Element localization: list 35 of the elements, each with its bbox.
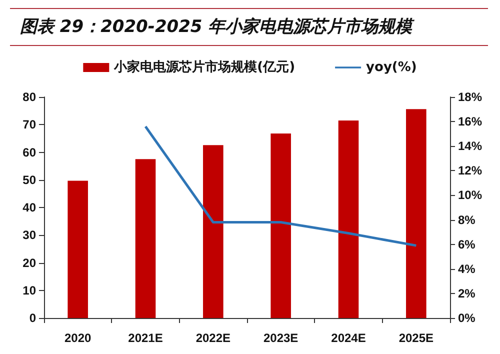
legend-label: yoy(%): [366, 60, 417, 75]
y2-tick-label: 18%: [458, 90, 482, 104]
legend-label: 小家电电源芯片市场规模(亿元): [113, 59, 296, 75]
x-tick-label: 2023E: [263, 331, 298, 345]
y2-tick-label: 4%: [458, 262, 476, 276]
y-tick-label: 70: [22, 118, 36, 132]
bar: [203, 145, 224, 318]
y2-tick-label: 10%: [458, 188, 482, 202]
y-tick-label: 80: [22, 90, 36, 104]
y2-tick-label: 14%: [458, 139, 482, 154]
chart-title: 图表 29：2020-2025 年小家电电源芯片市场规模: [10, 8, 488, 46]
y2-tick-label: 6%: [458, 237, 476, 252]
y2-tick-label: 12%: [458, 164, 482, 178]
y-tick-label: 0: [29, 311, 36, 325]
x-tick-label: 2020: [64, 331, 92, 345]
x-tick-label: 2025E: [398, 331, 434, 345]
y2-tick-label: 2%: [458, 286, 476, 300]
y-tick-label: 60: [22, 145, 36, 160]
y-tick-label: 20: [22, 256, 36, 270]
x-tick-label: 2022E: [196, 331, 231, 345]
bar: [406, 109, 426, 318]
bar: [68, 180, 88, 318]
y-tick-label: 10: [22, 283, 36, 298]
y-tick-label: 40: [22, 200, 36, 214]
y-tick-label: 30: [22, 228, 36, 242]
bar: [135, 159, 156, 318]
bar: [338, 120, 359, 318]
y2-tick-label: 0%: [458, 311, 476, 325]
line-series: [144, 125, 418, 247]
y-tick-label: 50: [22, 172, 36, 187]
y2-tick-label: 8%: [458, 212, 476, 227]
x-tick-label: 2021E: [128, 331, 163, 345]
y2-tick-label: 16%: [458, 114, 482, 129]
x-tick-label: 2024E: [331, 331, 366, 345]
bar: [270, 133, 291, 318]
